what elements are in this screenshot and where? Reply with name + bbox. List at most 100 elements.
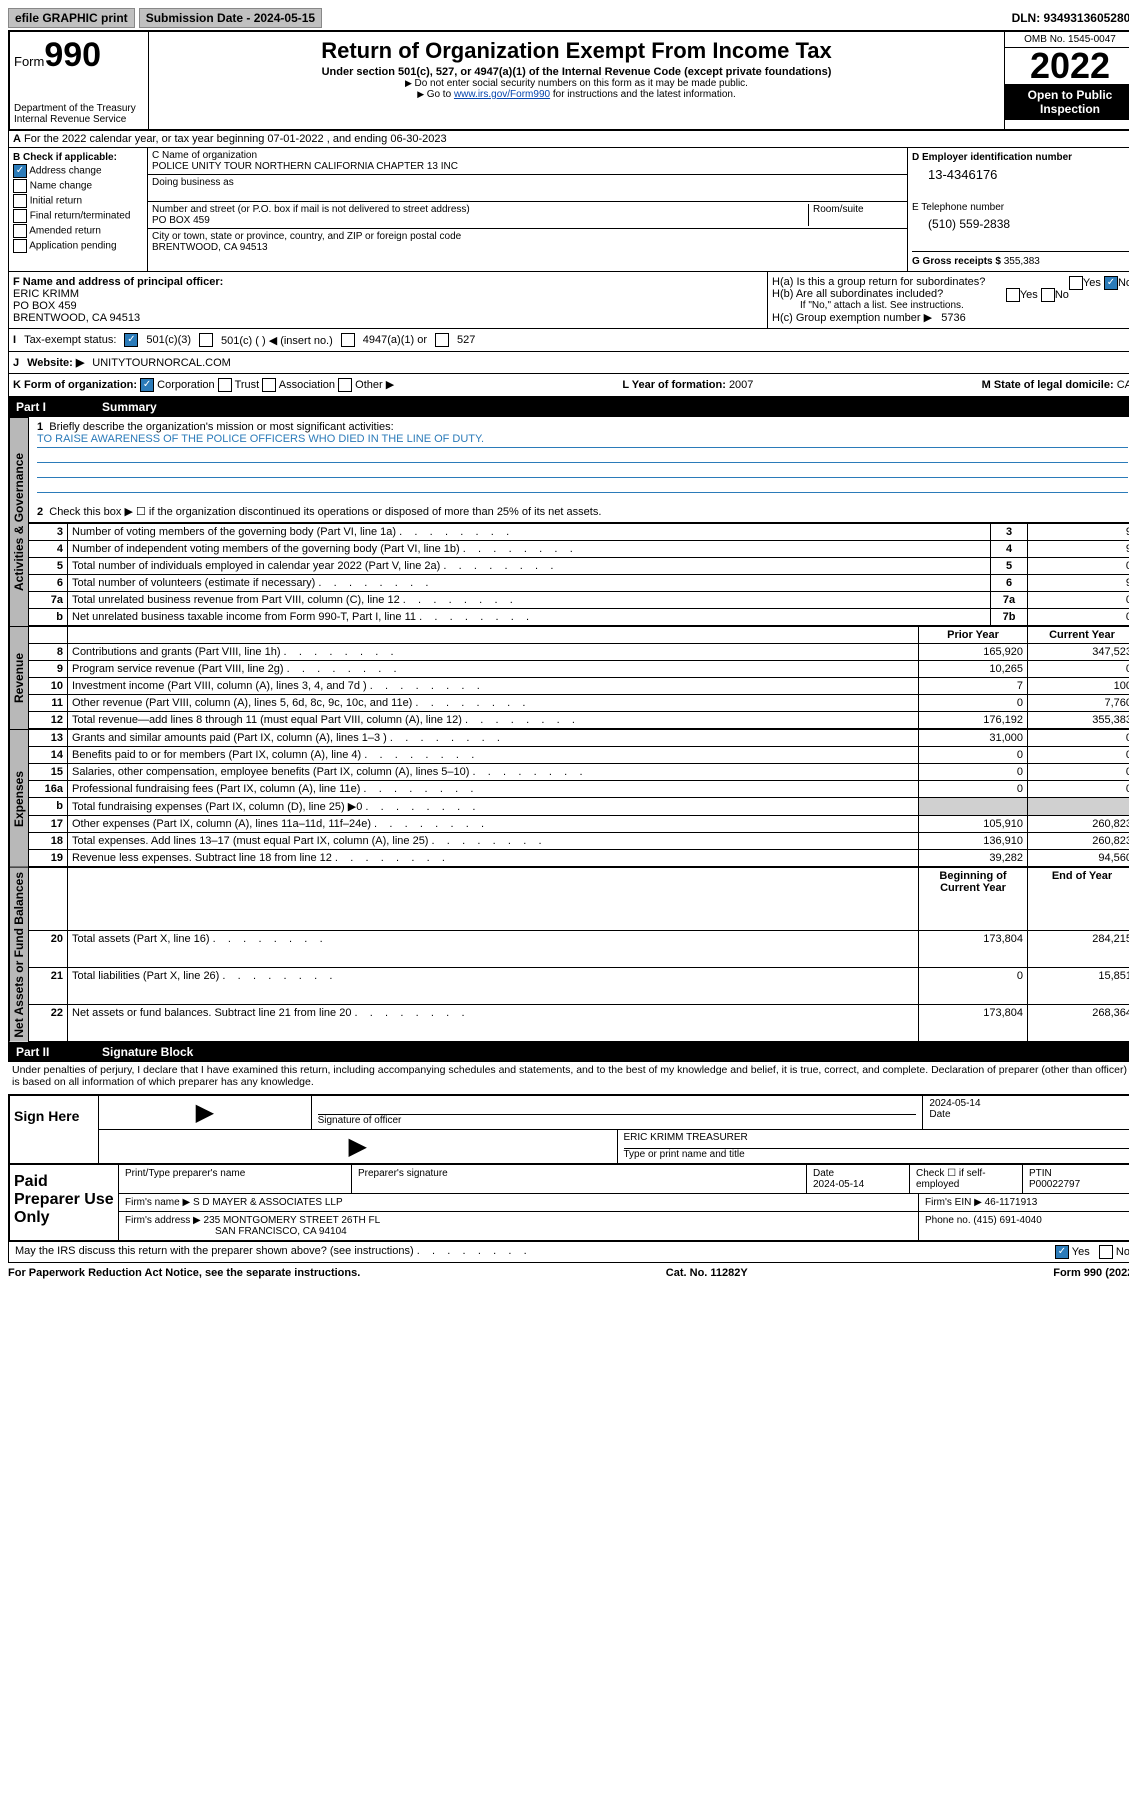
- curr-val: 260,823: [1028, 816, 1129, 833]
- chk-amended[interactable]: [13, 224, 27, 238]
- section-d: D Employer identification number 13-4346…: [908, 148, 1129, 271]
- may-discuss-row: May the IRS discuss this return with the…: [8, 1242, 1129, 1263]
- begin-val: 173,804: [919, 1004, 1028, 1041]
- efile-btn[interactable]: efile GRAPHIC print: [8, 8, 135, 28]
- netassets-section: Net Assets or Fund Balances Beginning of…: [8, 867, 1129, 1042]
- expenses-section: Expenses 13 Grants and similar amounts p…: [8, 729, 1129, 867]
- officer-name: ERIC KRIMM: [13, 288, 79, 300]
- chk-name[interactable]: [13, 179, 27, 193]
- curr-val: 260,823: [1028, 833, 1129, 850]
- chk-initial[interactable]: [13, 194, 27, 208]
- ptin: P00022797: [1029, 1179, 1080, 1190]
- curr-val: 355,383: [1028, 712, 1129, 729]
- curr-val: 94,560: [1028, 850, 1129, 867]
- line-text: Benefits paid to or for members (Part IX…: [68, 747, 919, 764]
- line-box: 7a: [991, 592, 1028, 609]
- prior-val: 105,910: [919, 816, 1028, 833]
- prior-val: [919, 798, 1028, 816]
- prior-val: 31,000: [919, 730, 1028, 747]
- chk-other[interactable]: [338, 378, 352, 392]
- h-b-no[interactable]: [1041, 288, 1055, 302]
- form-number: Form990: [14, 36, 144, 75]
- prior-val: 176,192: [919, 712, 1028, 729]
- chk-501c[interactable]: [199, 333, 213, 347]
- mission-box: 1 Briefly describe the organization's mi…: [28, 417, 1129, 523]
- line-val: 0: [1028, 558, 1129, 575]
- submission-btn[interactable]: Submission Date - 2024-05-15: [139, 8, 322, 28]
- expenses-table: 13 Grants and similar amounts paid (Part…: [28, 729, 1129, 867]
- page-footer: For Paperwork Reduction Act Notice, see …: [8, 1267, 1129, 1279]
- line-val: 9: [1028, 524, 1129, 541]
- line-num: 17: [29, 816, 68, 833]
- line-val: 9: [1028, 541, 1129, 558]
- line-num: b: [29, 609, 68, 626]
- discuss-yes[interactable]: [1055, 1245, 1069, 1259]
- h-a-no[interactable]: [1104, 276, 1118, 290]
- line-num: b: [29, 798, 68, 816]
- part-2-header: Part II Signature Block: [8, 1042, 1129, 1062]
- chk-final[interactable]: [13, 209, 27, 223]
- section-c: C Name of organization POLICE UNITY TOUR…: [148, 148, 908, 271]
- city-state-zip: BRENTWOOD, CA 94513: [152, 242, 268, 253]
- street-address: PO BOX 459: [152, 215, 210, 226]
- chk-527[interactable]: [435, 333, 449, 347]
- sections-fh: F Name and address of principal officer:…: [8, 272, 1129, 329]
- firm-ein: 46-1171913: [985, 1197, 1038, 1208]
- firm-phone: (415) 691-4040: [973, 1215, 1041, 1226]
- dln-label: DLN: 93493136052804: [1012, 11, 1129, 25]
- h-a-yes[interactable]: [1069, 276, 1083, 290]
- chk-trust[interactable]: [218, 378, 232, 392]
- line-text: Revenue less expenses. Subtract line 18 …: [68, 850, 919, 867]
- officer-name-line: ERIC KRIMM TREASURER: [624, 1132, 1129, 1149]
- prep-date: 2024-05-14: [813, 1179, 864, 1190]
- chk-assoc[interactable]: [262, 378, 276, 392]
- group-exemption: 5736: [941, 312, 965, 324]
- begin-val: 173,804: [919, 931, 1028, 968]
- sections-bcd: B Check if applicable: Address change Na…: [8, 148, 1129, 272]
- prior-val: 0: [919, 747, 1028, 764]
- sign-arrow-icon-2: ▶: [99, 1130, 618, 1163]
- sign-here-label: Sign Here: [10, 1096, 99, 1163]
- public-inspection: Open to Public Inspection: [1005, 84, 1129, 120]
- section-b: B Check if applicable: Address change Na…: [9, 148, 148, 271]
- curr-val: 347,523: [1028, 644, 1129, 661]
- vert-expenses: Expenses: [9, 729, 28, 867]
- chk-501c3[interactable]: [124, 333, 138, 347]
- firm-address: 235 MONTGOMERY STREET 26TH FL: [204, 1215, 381, 1226]
- line-text: Total liabilities (Part X, line 26): [68, 967, 919, 1004]
- pra-notice: For Paperwork Reduction Act Notice, see …: [8, 1267, 360, 1279]
- chk-4947[interactable]: [341, 333, 355, 347]
- paid-preparer-block: Paid Preparer Use Only Print/Type prepar…: [8, 1165, 1129, 1242]
- line-num: 7a: [29, 592, 68, 609]
- line-text: Total number of individuals employed in …: [68, 558, 991, 575]
- line-text: Total expenses. Add lines 13–17 (must eq…: [68, 833, 919, 850]
- line-text: Other expenses (Part IX, column (A), lin…: [68, 816, 919, 833]
- netassets-table: Beginning of Current YearEnd of Year20 T…: [28, 867, 1129, 1042]
- cat-no: Cat. No. 11282Y: [666, 1267, 748, 1279]
- chk-pending[interactable]: [13, 239, 27, 253]
- signature-block: Sign Here ▶ Signature of officer 2024-05…: [8, 1094, 1129, 1165]
- prior-val: 10,265: [919, 661, 1028, 678]
- line-text: Net unrelated business taxable income fr…: [68, 609, 991, 626]
- h-b-yes[interactable]: [1006, 288, 1020, 302]
- row-j: J Website: ▶ UNITYTOURNORCAL.COM: [8, 352, 1129, 374]
- form-id: Form 990 (2022): [1053, 1267, 1129, 1279]
- discuss-no[interactable]: [1099, 1245, 1113, 1259]
- governance-table: 3 Number of voting members of the govern…: [28, 523, 1129, 626]
- curr-val: 0: [1028, 781, 1129, 798]
- prior-val: 165,920: [919, 644, 1028, 661]
- part-1-header: Part I Summary: [8, 397, 1129, 417]
- chk-corp[interactable]: [140, 378, 154, 392]
- line-num: 19: [29, 850, 68, 867]
- chk-address[interactable]: [13, 164, 27, 178]
- irs-link[interactable]: www.irs.gov/Form990: [454, 89, 550, 100]
- begin-val: 0: [919, 967, 1028, 1004]
- line-text: Other revenue (Part VIII, column (A), li…: [68, 695, 919, 712]
- prior-val: 136,910: [919, 833, 1028, 850]
- penalty-statement: Under penalties of perjury, I declare th…: [8, 1062, 1129, 1090]
- officer-signature[interactable]: [318, 1098, 917, 1115]
- sign-date: 2024-05-14: [929, 1098, 1129, 1109]
- revenue-section: Revenue Prior YearCurrent Year8 Contribu…: [8, 626, 1129, 729]
- line-num: 8: [29, 644, 68, 661]
- line-num: 15: [29, 764, 68, 781]
